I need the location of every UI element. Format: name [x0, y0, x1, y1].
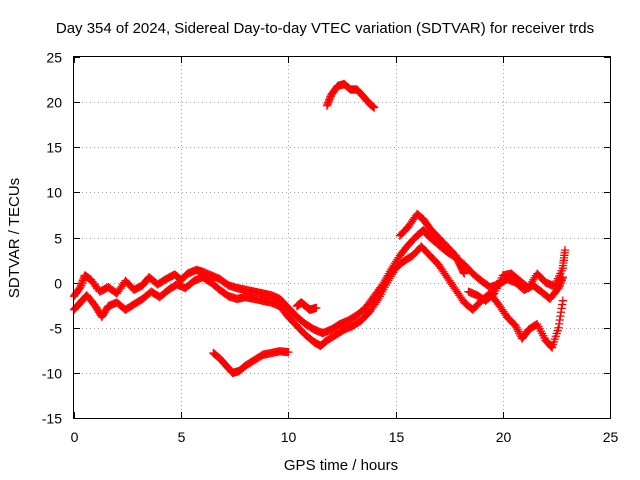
series-track-lower-arc [209, 347, 293, 378]
chart-title: Day 354 of 2024, Sidereal Day-to-day VTE… [56, 20, 594, 37]
series-track-short [292, 298, 321, 314]
data-point [370, 103, 379, 112]
data-point [558, 296, 567, 305]
y-tick-label: 10 [46, 185, 62, 201]
y-tick-label: 20 [46, 95, 62, 111]
y-tick-label: -10 [42, 366, 62, 382]
y-tick-label: -15 [42, 411, 62, 427]
tick-labels: 0 5 10 15 20 25 -15 -10 -5 0 5 10 15 20 25 [42, 50, 619, 446]
series-track-late [464, 245, 570, 305]
data-marks [69, 79, 570, 378]
x-tick-label: 10 [281, 429, 297, 445]
x-tick-label: 20 [496, 429, 512, 445]
x-tick-label: 5 [178, 429, 186, 445]
y-tick-label: 0 [54, 276, 62, 292]
plot-frame [73, 56, 611, 419]
axis-ticks [74, 57, 611, 419]
data-point [284, 347, 293, 357]
x-tick-label: 25 [603, 429, 619, 445]
y-tick-label: 5 [54, 231, 62, 247]
y-tick-label: 25 [46, 50, 62, 66]
data-point [560, 245, 570, 255]
data-point [460, 269, 469, 278]
series-track-upper-arc [322, 79, 379, 112]
data-point [312, 303, 321, 313]
series-track-main-upper [69, 226, 567, 338]
grid [74, 57, 610, 418]
x-tick-label: 0 [71, 429, 79, 445]
x-axis-label: GPS time / hours [284, 457, 398, 474]
x-tick-label: 15 [389, 429, 405, 445]
series-track-afternoon-peak [395, 209, 469, 278]
y-tick-label: -5 [50, 321, 63, 337]
y-tick-label: 15 [46, 140, 62, 156]
y-axis-label: SDTVAR / TECUs [6, 178, 23, 298]
